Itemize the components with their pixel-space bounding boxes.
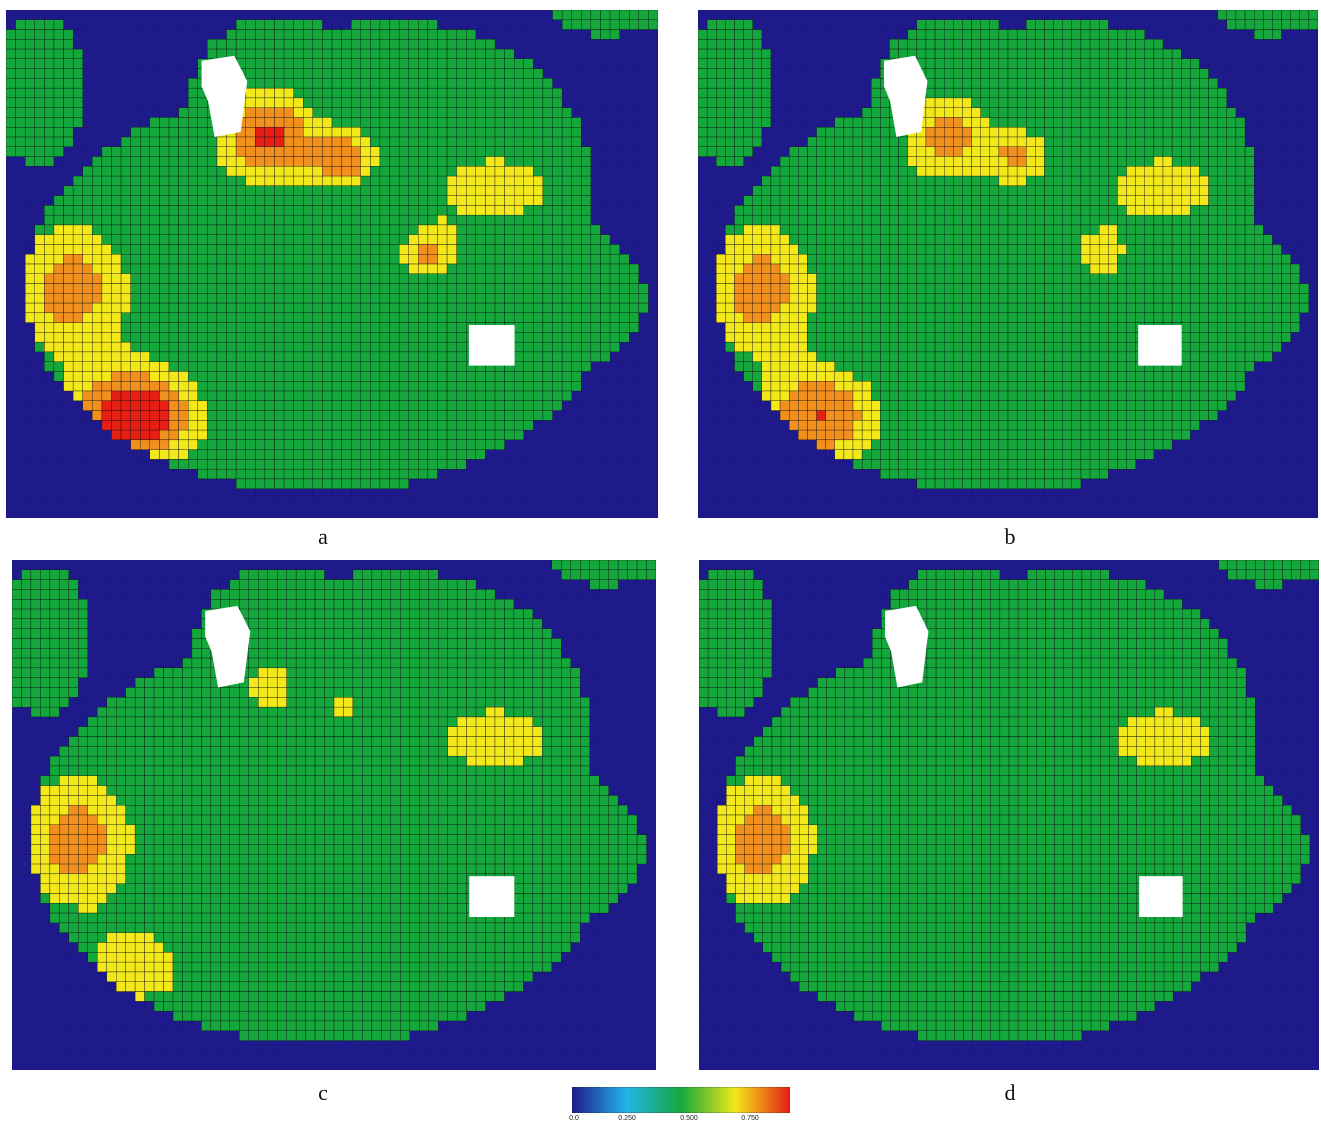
colorbar-tick-3: 0.750 xyxy=(741,1115,759,1122)
void-region-north xyxy=(885,605,929,688)
map-panel-d xyxy=(699,560,1319,1070)
panel-caption-b: b xyxy=(1004,524,1016,549)
panel-caption-a: a xyxy=(318,524,328,549)
colorbar-gradient xyxy=(571,1086,791,1114)
colorbar-tick-1: 0.250 xyxy=(618,1115,636,1122)
grid-cells xyxy=(698,10,1318,489)
void-region-east xyxy=(468,324,515,366)
grid-lines xyxy=(6,10,658,518)
saturation-map-a xyxy=(6,10,658,518)
grid-lines xyxy=(699,560,1319,1070)
grid-cells xyxy=(699,560,1319,1041)
grid-cells xyxy=(12,560,656,1041)
grid-cells xyxy=(6,10,658,489)
colorbar-tick-0: 0.0 xyxy=(569,1115,579,1122)
saturation-map-b xyxy=(698,10,1318,518)
saturation-map-d xyxy=(699,560,1319,1070)
map-panel-a xyxy=(6,10,658,518)
void-region-north xyxy=(205,605,251,688)
colorbar-tick-2: 0.500 xyxy=(680,1115,698,1122)
panel-caption-c: c xyxy=(318,1080,328,1105)
void-region-east xyxy=(1139,876,1183,917)
void-region-north xyxy=(884,55,928,137)
void-region-north xyxy=(201,55,248,137)
colorbar-legend xyxy=(571,1086,791,1114)
void-region-east xyxy=(1138,324,1182,366)
void-region-east xyxy=(469,876,515,917)
map-panel-c xyxy=(12,560,656,1070)
saturation-map-c xyxy=(12,560,656,1070)
panel-caption-d: d xyxy=(1004,1080,1016,1105)
grid-lines xyxy=(12,560,656,1070)
map-panel-b xyxy=(698,10,1318,518)
